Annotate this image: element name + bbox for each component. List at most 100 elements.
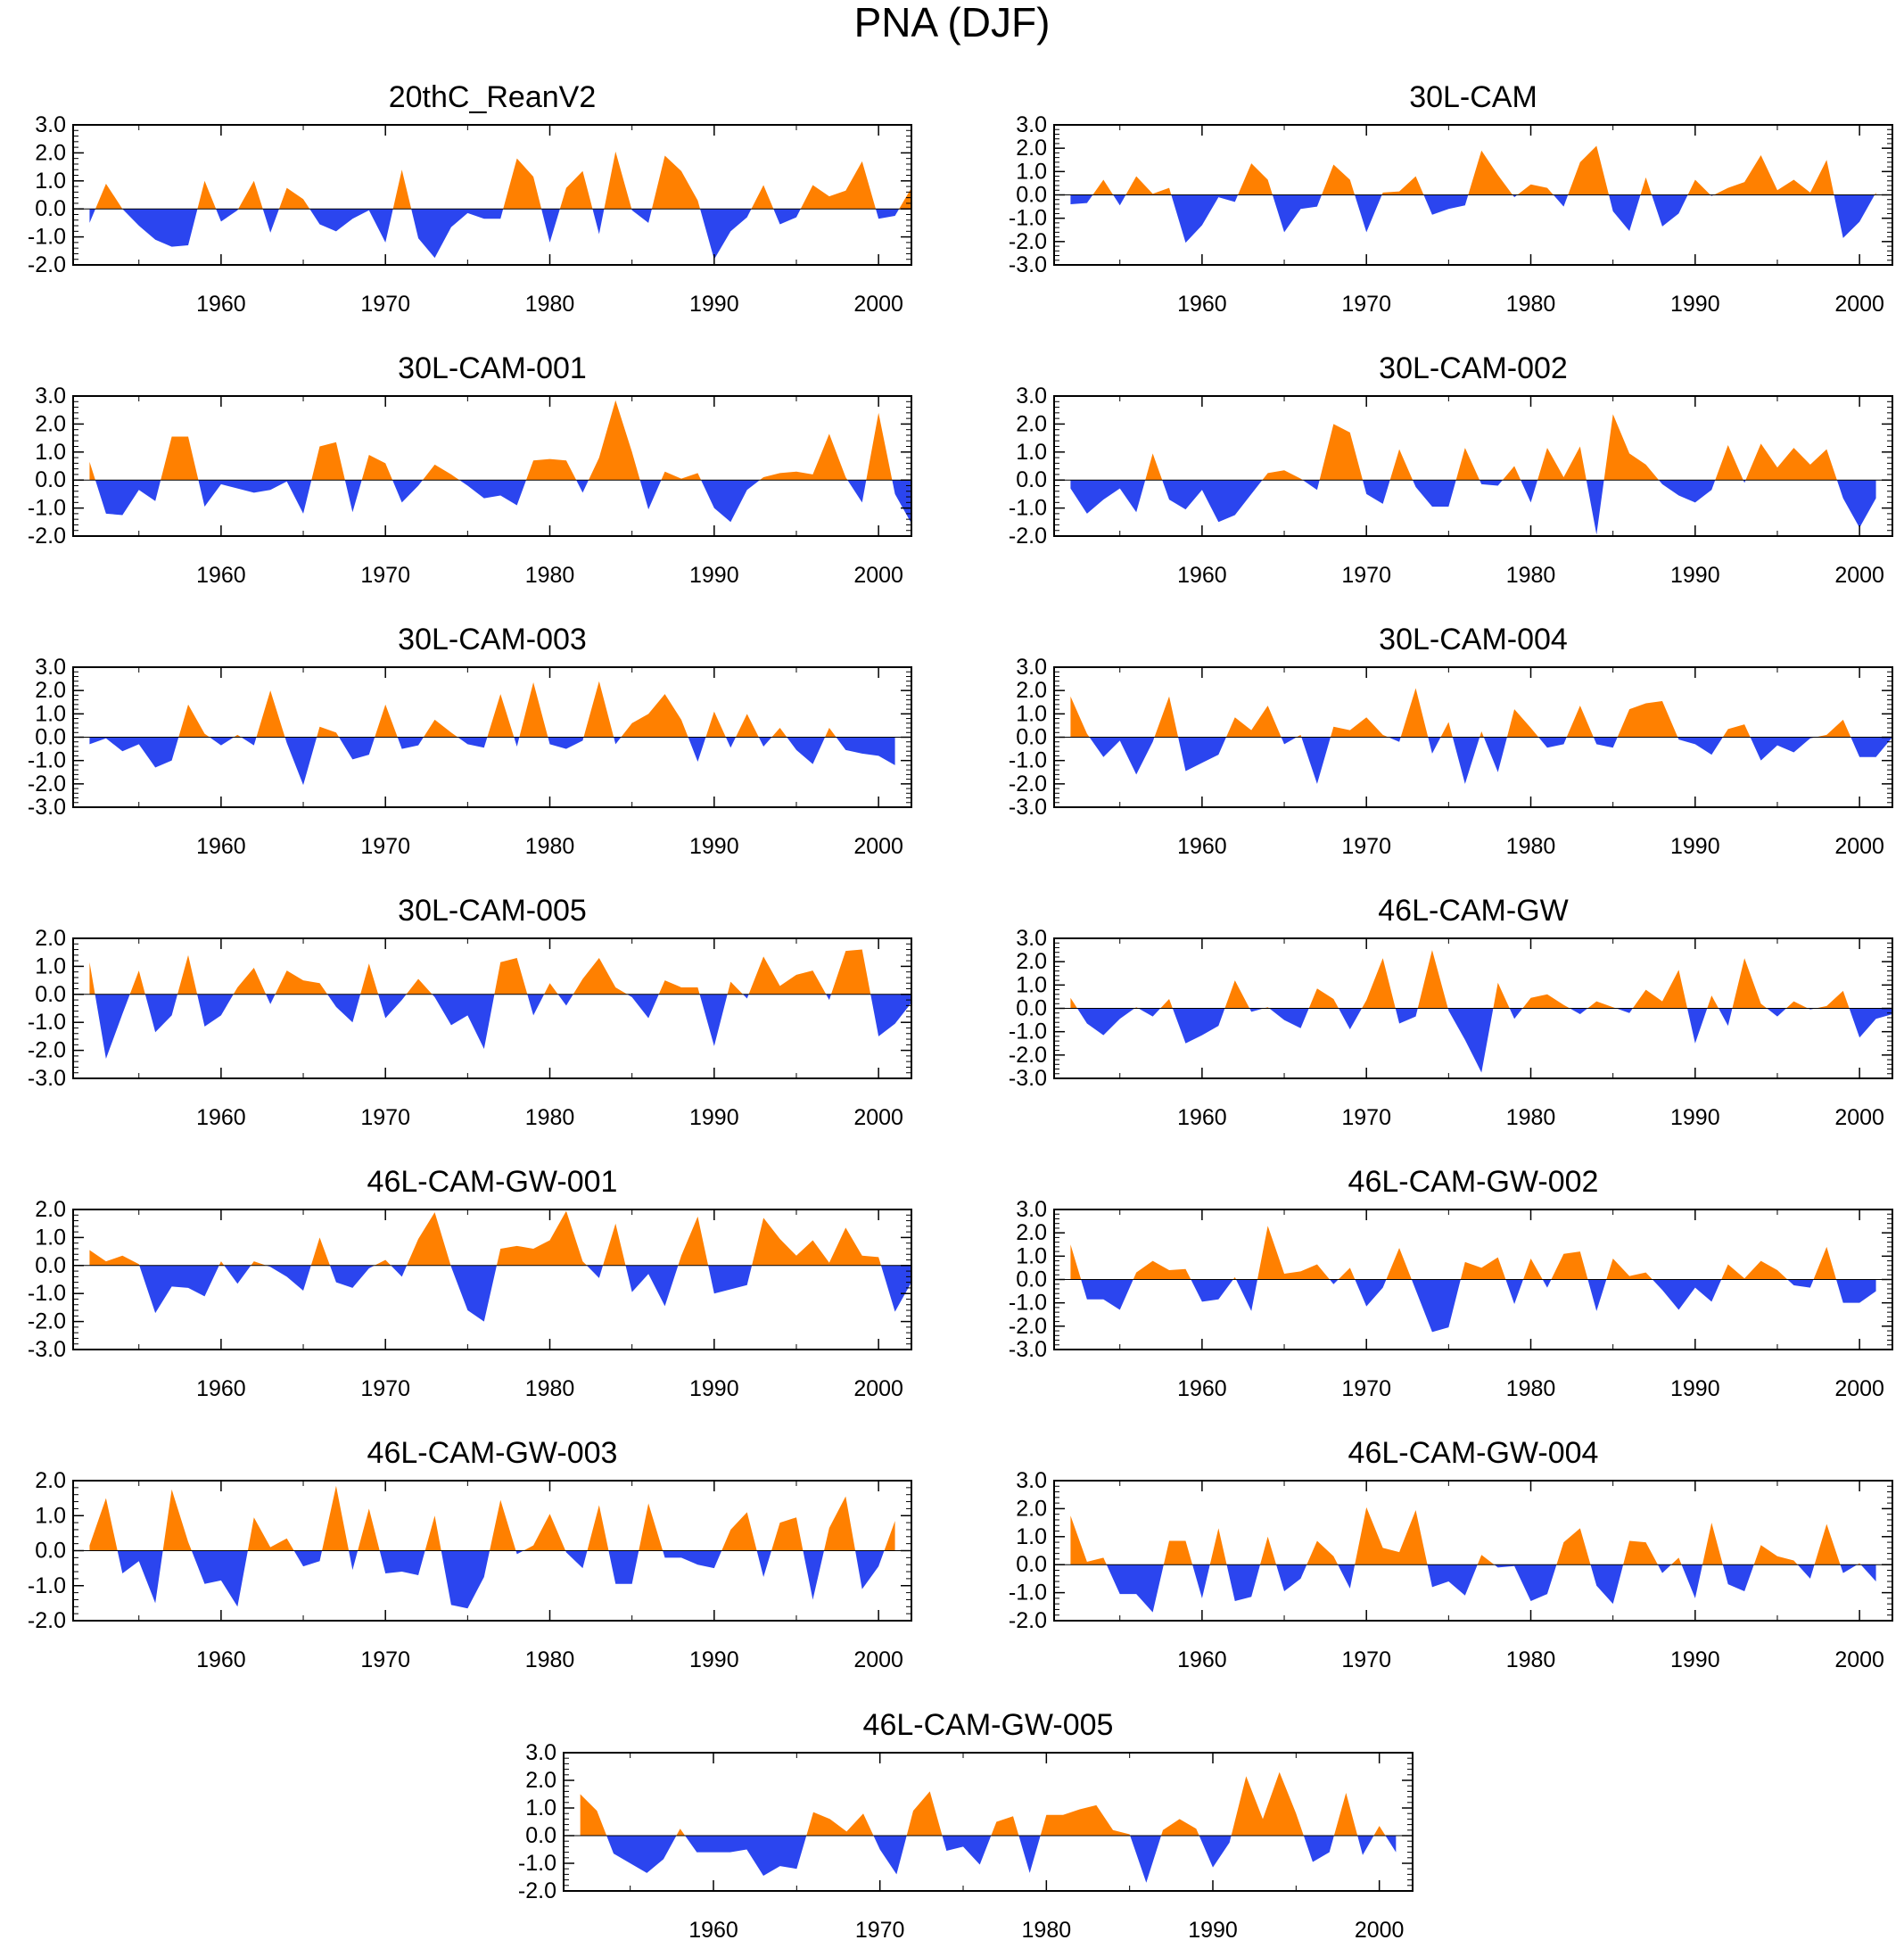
y-tick-label: 2.0 <box>1016 411 1047 436</box>
positive-area <box>1070 1507 1861 1565</box>
y-tick-label: 2.0 <box>35 1468 66 1493</box>
y-tick-label: -1.0 <box>28 225 66 250</box>
panel-title: 46L-CAM-GW-003 <box>367 1436 618 1470</box>
panel-title: 46L-CAM-GW-005 <box>863 1708 1114 1742</box>
negative-area <box>89 1550 895 1609</box>
y-tick-label: 1.0 <box>35 953 66 978</box>
x-tick-label: 1960 <box>196 1376 246 1401</box>
x-tick-label: 2000 <box>1834 292 1884 317</box>
x-tick-label: 1990 <box>1670 1105 1720 1130</box>
y-tick-label: 0.0 <box>1016 725 1047 750</box>
positive-area <box>95 151 911 210</box>
y-tick-label: 1.0 <box>1016 1243 1047 1268</box>
positive-area <box>89 1485 895 1551</box>
y-tick-label: 2.0 <box>1016 678 1047 703</box>
y-tick-label: 1.0 <box>1016 440 1047 465</box>
y-tick-label: -2.0 <box>1009 1608 1047 1633</box>
x-tick-label: 1990 <box>689 834 739 859</box>
plot-frame <box>1053 1480 1893 1622</box>
panel-5: 3.02.01.00.0-1.0-2.0-3.0 1960 1970 1980 1990… <box>1009 623 1893 859</box>
positive-area <box>89 400 893 481</box>
y-tick-label: -2.0 <box>1009 524 1047 549</box>
y-tick-label: 0.0 <box>525 1823 556 1848</box>
y-tick-label: -1.0 <box>1009 206 1047 231</box>
panel-title: 46L-CAM-GW-001 <box>367 1165 618 1199</box>
y-tick-label: 0.0 <box>35 725 66 750</box>
negative-area <box>95 994 911 1060</box>
y-tick-label: -3.0 <box>1009 795 1047 820</box>
y-tick-label: -2.0 <box>28 1309 66 1334</box>
plot-frame <box>1053 395 1893 537</box>
positive-area <box>1145 414 1837 481</box>
panel-title: 46L-CAM-GW-004 <box>1348 1436 1599 1470</box>
y-tick-label: -1.0 <box>1009 496 1047 521</box>
y-tick-label: 3.0 <box>1016 112 1047 137</box>
positive-area <box>1070 1226 1876 1280</box>
y-tick-label: 0.0 <box>35 1539 66 1564</box>
plot-frame <box>72 1209 912 1350</box>
y-tick-label: -2.0 <box>1009 772 1047 797</box>
positive-area <box>89 681 895 738</box>
x-tick-label: 1960 <box>196 563 246 588</box>
x-tick-label: 1990 <box>1670 563 1720 588</box>
y-tick-label: -1.0 <box>28 1573 66 1598</box>
x-tick-label: 1970 <box>855 1918 905 1940</box>
y-tick-label: 1.0 <box>35 1225 66 1250</box>
x-tick-label: 2000 <box>853 1105 903 1130</box>
positive-area <box>89 1210 881 1266</box>
x-tick-label: 1960 <box>1177 1647 1227 1672</box>
plot-frame <box>72 395 912 537</box>
y-tick-label: 1.0 <box>1016 972 1047 997</box>
x-tick-label: 1990 <box>1670 1376 1720 1401</box>
panel-8: 2.0 1.0 0.0 -1.0 -2.0 -3.0 1960 1970 1980 1990 200… <box>28 1165 912 1401</box>
panel-12: 3.0 2.0 1.0 0.0 -1.0-2.0 1960 1970 1980 1990 2000… <box>518 1708 1414 1940</box>
plot-frame <box>563 1752 1414 1892</box>
y-tick-label: 0.0 <box>1016 1552 1047 1577</box>
x-tick-label: 1960 <box>196 1105 246 1130</box>
negative-area <box>1070 194 1876 244</box>
x-tick-label: 2000 <box>1834 1105 1884 1130</box>
x-tick-label: 2000 <box>853 834 903 859</box>
x-tick-label: 1990 <box>1670 292 1720 317</box>
y-tick-label: 3.0 <box>1016 384 1047 409</box>
panel-title: 46L-CAM-GW <box>1378 894 1568 928</box>
x-tick-label: 1980 <box>1506 292 1556 317</box>
x-tick-label: 1990 <box>689 1647 739 1672</box>
x-tick-label: 1960 <box>1177 834 1227 859</box>
positive-area <box>1070 145 1876 195</box>
y-tick-label: 3.0 <box>1016 655 1047 680</box>
y-tick-label: 1.0 <box>525 1796 556 1820</box>
y-tick-label: -1.0 <box>1009 1581 1047 1606</box>
y-tick-label: 1.0 <box>1016 701 1047 726</box>
y-tick-label: -2.0 <box>1009 1314 1047 1339</box>
y-tick-label: 3.0 <box>1016 926 1047 951</box>
positive-area <box>580 1771 1397 1836</box>
y-tick-label: 2.0 <box>525 1768 556 1793</box>
y-tick-label: -3.0 <box>28 1066 66 1091</box>
panel-7: 3.02.01.00.0-1.0-2.0-3.0 1960 1970 1980 1990… <box>1009 894 1893 1130</box>
x-tick-label: 1980 <box>525 563 575 588</box>
y-tick-label: 2.0 <box>35 1197 66 1222</box>
x-tick-label: 1990 <box>1670 834 1720 859</box>
negative-area <box>1070 480 1876 535</box>
negative-area <box>1070 1008 1892 1073</box>
y-tick-label: -1.0 <box>1009 1020 1047 1044</box>
x-tick-label: 1980 <box>1022 1918 1072 1940</box>
y-tick-label: -3.0 <box>28 1337 66 1362</box>
panel-2: 3.02.0 1.00.0 -1.0 -2.0 1960 1970 1980 1990 2000… <box>28 351 912 588</box>
panel-10: 2.0 1.0 0.0 -1.0 -2.0 1960 1970 1980 1990 2000 46L… <box>28 1436 912 1672</box>
panel-0: 3.0 2.0 1.00.0 -1.0-2.0 1960 1970 1980 1990 2000… <box>28 80 912 317</box>
y-tick-label: -2.0 <box>28 252 66 277</box>
y-tick-label: 3.0 <box>1016 1197 1047 1222</box>
y-tick-label: -2.0 <box>518 1878 556 1903</box>
negative-area <box>139 1265 911 1322</box>
y-tick-label: -1.0 <box>28 1010 66 1035</box>
negative-area <box>89 209 911 260</box>
x-tick-label: 1990 <box>689 1105 739 1130</box>
x-tick-label: 2000 <box>853 1376 903 1401</box>
x-tick-label: 1960 <box>1177 563 1227 588</box>
x-tick-label: 1970 <box>360 563 410 588</box>
panel-title: 46L-CAM-GW-002 <box>1348 1165 1599 1199</box>
x-tick-label: 1960 <box>196 1647 246 1672</box>
